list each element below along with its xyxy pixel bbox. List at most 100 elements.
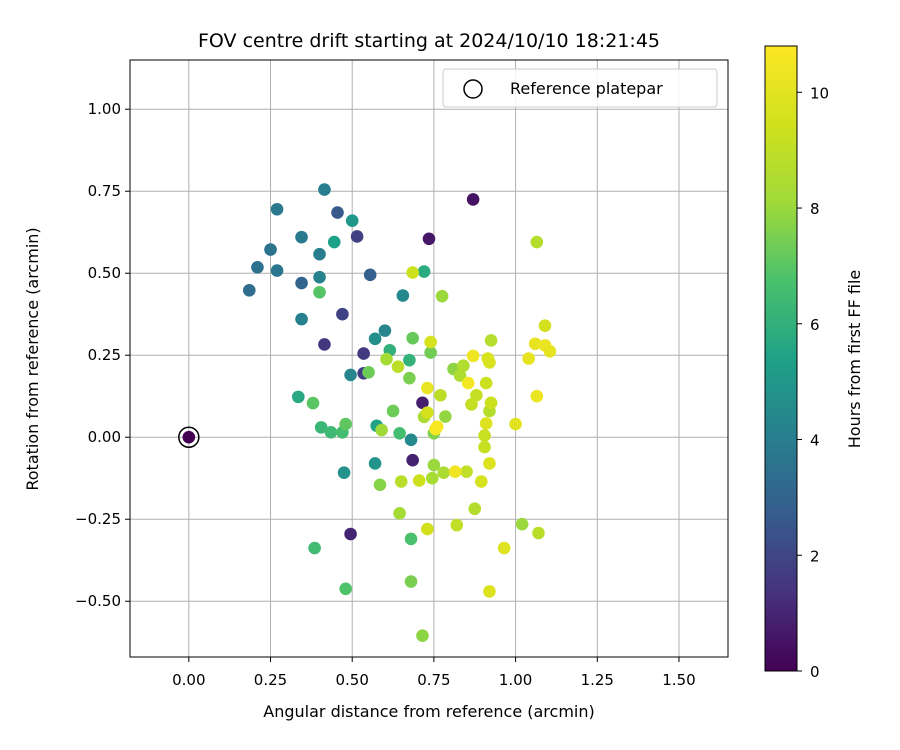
data-point bbox=[530, 389, 544, 403]
data-point bbox=[373, 478, 387, 492]
data-point bbox=[479, 376, 493, 390]
data-point bbox=[417, 265, 431, 278]
data-point bbox=[483, 356, 496, 369]
data-point bbox=[474, 475, 488, 488]
y-axis-label: Rotation from reference (arcmin) bbox=[23, 227, 42, 490]
data-point bbox=[466, 193, 480, 206]
data-point bbox=[391, 360, 405, 374]
data-point bbox=[345, 214, 359, 228]
data-point bbox=[416, 629, 429, 642]
data-point bbox=[453, 369, 467, 382]
data-point bbox=[538, 319, 552, 332]
data-point bbox=[393, 426, 406, 440]
data-point bbox=[270, 264, 284, 277]
data-point bbox=[393, 507, 406, 520]
data-point bbox=[375, 423, 388, 437]
x-axis-label: Angular distance from reference (arcmin) bbox=[263, 702, 594, 721]
data-point bbox=[421, 381, 434, 395]
data-point bbox=[479, 417, 493, 430]
colorbar-tick-label: 0 bbox=[810, 663, 820, 681]
data-point bbox=[313, 247, 326, 261]
grid-lines bbox=[130, 60, 728, 657]
data-point bbox=[324, 426, 338, 439]
data-point bbox=[437, 466, 451, 479]
data-point bbox=[478, 440, 491, 454]
x-tick-label: 0.50 bbox=[336, 671, 369, 689]
data-point bbox=[362, 365, 375, 379]
data-point bbox=[336, 307, 349, 321]
data-point bbox=[404, 575, 418, 588]
colorbar-tick-label: 6 bbox=[810, 316, 820, 334]
y-axis-ticks: −0.50 −0.25 0.00 0.25 0.50 0.75 1.00 bbox=[75, 100, 130, 610]
data-point bbox=[515, 517, 529, 531]
x-tick-label: 0.25 bbox=[254, 671, 287, 689]
data-point bbox=[368, 332, 382, 346]
y-tick-label: 1.00 bbox=[88, 100, 121, 118]
data-point bbox=[427, 458, 441, 472]
data-point bbox=[412, 474, 426, 487]
data-point bbox=[339, 417, 352, 431]
x-tick-label: 1.25 bbox=[581, 671, 614, 689]
data-point bbox=[251, 261, 264, 274]
data-point bbox=[313, 285, 326, 299]
data-point bbox=[378, 324, 392, 337]
data-point bbox=[291, 390, 305, 404]
legend-box bbox=[442, 68, 718, 108]
data-point bbox=[306, 396, 320, 410]
x-axis-ticks: 0.00 0.25 0.50 0.75 1.00 1.25 1.50 bbox=[172, 657, 696, 689]
data-point bbox=[339, 582, 352, 596]
data-point bbox=[368, 457, 382, 470]
x-tick-label: 1.00 bbox=[499, 671, 532, 689]
data-point bbox=[483, 585, 496, 598]
data-point bbox=[396, 289, 410, 302]
data-point bbox=[403, 371, 416, 385]
data-point bbox=[528, 337, 542, 351]
data-point bbox=[483, 457, 496, 470]
x-tick-label: 1.50 bbox=[662, 671, 695, 689]
data-point bbox=[424, 335, 437, 349]
legend: Reference platepar bbox=[442, 68, 718, 108]
x-tick-label: 0.00 bbox=[172, 671, 205, 689]
colorbar-tick-label: 10 bbox=[810, 84, 829, 102]
data-point bbox=[425, 471, 439, 485]
data-point bbox=[313, 270, 326, 284]
data-point bbox=[242, 283, 256, 297]
data-point bbox=[468, 502, 482, 516]
data-point bbox=[350, 230, 364, 243]
data-point bbox=[386, 404, 400, 418]
data-point bbox=[543, 344, 557, 358]
data-point bbox=[344, 527, 357, 541]
data-point bbox=[450, 518, 464, 532]
data-point bbox=[295, 276, 308, 290]
data-point bbox=[404, 532, 418, 546]
data-point bbox=[422, 232, 436, 246]
data-point bbox=[406, 266, 419, 279]
data-point bbox=[318, 183, 331, 196]
chart-title: FOV centre drift starting at 2024/10/10 … bbox=[198, 30, 660, 52]
data-point bbox=[430, 420, 444, 434]
data-point bbox=[404, 433, 418, 447]
data-point bbox=[308, 541, 321, 555]
data-point bbox=[497, 541, 511, 555]
data-point bbox=[182, 430, 196, 444]
data-point bbox=[484, 396, 498, 410]
y-tick-label: −0.25 bbox=[75, 510, 121, 528]
data-point bbox=[403, 353, 416, 367]
data-point bbox=[530, 235, 544, 249]
data-point bbox=[457, 359, 470, 373]
data-point bbox=[522, 352, 535, 365]
data-point bbox=[406, 331, 419, 345]
data-point bbox=[421, 406, 434, 419]
data-point bbox=[264, 243, 277, 256]
reference-marker bbox=[178, 426, 200, 448]
data-point bbox=[466, 349, 480, 363]
data-point bbox=[416, 396, 429, 410]
data-point bbox=[439, 410, 452, 423]
data-points bbox=[182, 183, 557, 642]
data-point bbox=[327, 235, 341, 249]
data-point bbox=[448, 465, 462, 478]
y-tick-label: 0.50 bbox=[88, 264, 121, 282]
data-point bbox=[406, 453, 419, 467]
plot-frame bbox=[129, 59, 729, 658]
